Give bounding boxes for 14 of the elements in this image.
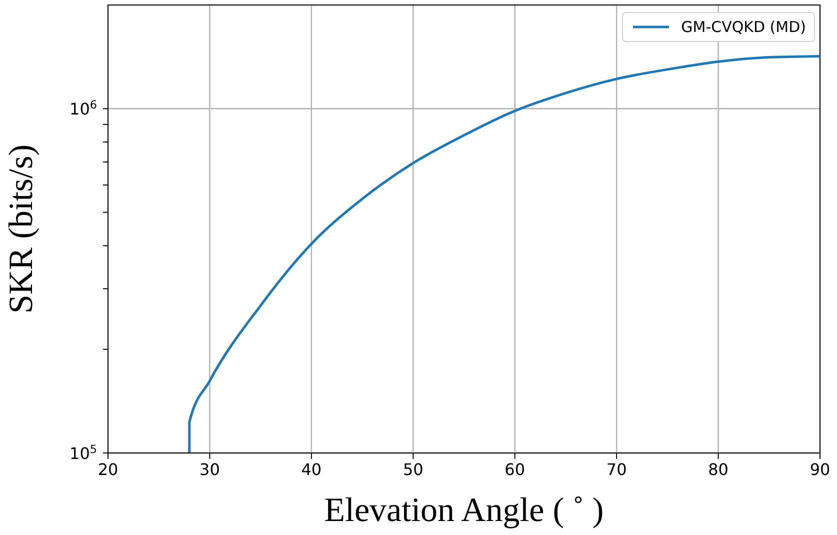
x-tick-label: 80 xyxy=(708,460,728,479)
legend-label: GM-CVQKD (MD) xyxy=(681,18,806,36)
line-series xyxy=(188,54,820,453)
x-tick-label: 60 xyxy=(504,460,526,479)
x-tick-label: 30 xyxy=(200,460,220,479)
x-tick-label: 70 xyxy=(606,460,627,479)
y-tick-label: 10$^{6}$ xyxy=(70,98,97,119)
x-tick-label: 20 xyxy=(98,460,118,479)
x-axis-title: Elevation Angle ( ˚ ) xyxy=(324,492,604,529)
y-tick-label: 10$^{5}$ xyxy=(70,442,97,463)
x-tick-label: 90 xyxy=(810,460,830,479)
y-axis-title: SKR (bits/s) xyxy=(3,144,40,314)
x-tick-label: 50 xyxy=(402,460,424,479)
x-tick-label: 40 xyxy=(301,460,322,479)
